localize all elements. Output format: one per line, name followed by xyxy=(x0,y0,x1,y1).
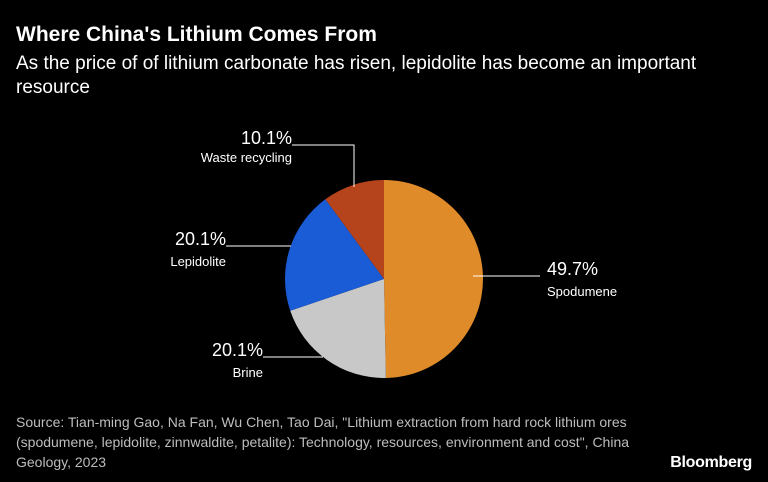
pct-label-lepidolite: 20.1% xyxy=(175,229,226,249)
chart-title: Where China's Lithium Comes From xyxy=(16,23,377,46)
slice-label-lepidolite: Lepidolite xyxy=(170,254,226,269)
chart-subtitle: As the price of of lithium carbonate has… xyxy=(16,53,697,98)
slice-label-brine: Brine xyxy=(233,365,263,380)
slice-label-waste-recycling: Waste recycling xyxy=(201,150,292,165)
pct-label-waste-recycling: 10.1% xyxy=(241,128,292,148)
pct-label-spodumene: 49.7% xyxy=(547,259,598,279)
pie-slice-brine xyxy=(290,279,386,379)
slice-label-spodumene: Spodumene xyxy=(547,284,617,299)
leader-line-waste-recycling xyxy=(292,144,355,187)
pie-slice-lepidolite xyxy=(285,199,384,311)
pct-label-brine: 20.1% xyxy=(212,340,263,360)
pie-slice-waste-recycling xyxy=(325,180,384,279)
pie-slice-spodumene xyxy=(384,180,484,378)
bloomberg-logo: Bloomberg xyxy=(670,454,752,471)
source-note: Source: Tian-ming Gao, Na Fan, Wu Chen, … xyxy=(16,414,630,470)
